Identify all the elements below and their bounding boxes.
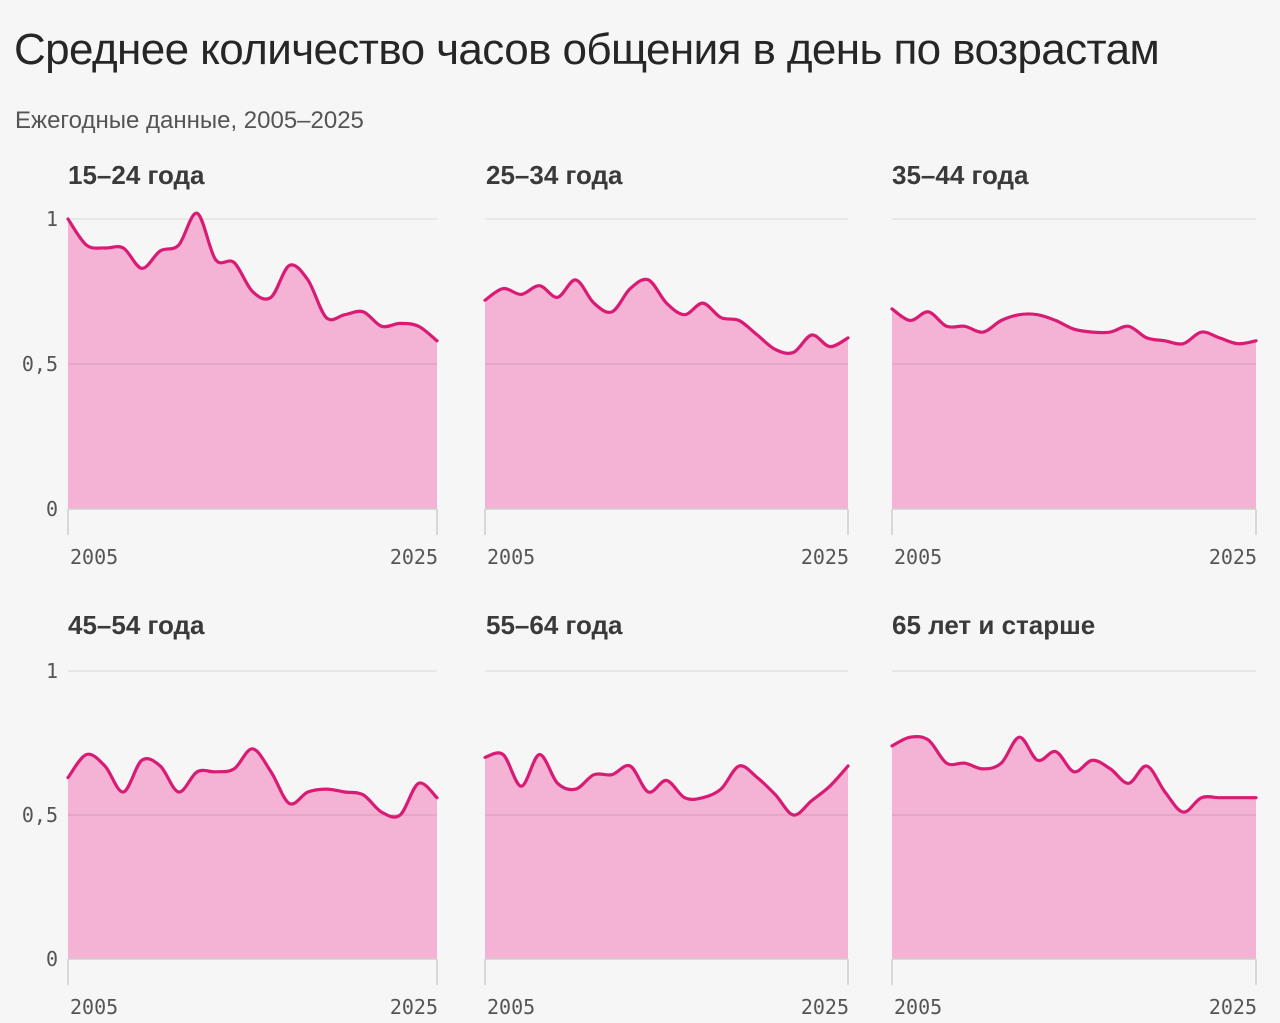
chart-subtitle: Ежегодные данные, 2005–2025 (15, 107, 364, 134)
x-tick-label-end-45-54: 2025 (390, 995, 438, 1019)
series-line-65-plus (890, 734, 1258, 814)
area-fill-35-44 (892, 308, 1256, 509)
x-tick-label-start-55-64: 2005 (487, 995, 535, 1019)
x-tick-label-start-45-54: 2005 (70, 995, 118, 1019)
series-line-55-64 (483, 751, 850, 817)
y-tick-label-mid-15-24: 0,5 (22, 352, 58, 376)
x-tick-label-end-55-64: 2025 (801, 995, 849, 1019)
x-tick-label-start-25-34: 2005 (487, 545, 535, 569)
series-line-15-24 (66, 211, 439, 343)
x-tick-label-start-15-24: 2005 (70, 545, 118, 569)
x-tick-label-end-15-24: 2025 (390, 545, 438, 569)
y-tick-label-top-45-54: 1 (46, 659, 58, 683)
y-tick-label-bottom-45-54: 0 (46, 947, 58, 971)
panel-title-65-plus: 65 лет и старше (892, 610, 1096, 640)
panel-title-35-44: 35–44 года (892, 160, 1029, 190)
y-tick-label-top-15-24: 1 (46, 207, 58, 231)
x-tick-label-end-35-44: 2025 (1209, 545, 1257, 569)
area-fill-25-34 (485, 279, 848, 509)
panel-title-45-54: 45–54 года (68, 610, 205, 640)
area-fill-55-64 (485, 752, 848, 959)
panel-title-15-24: 15–24 года (68, 160, 205, 190)
area-fill-45-54 (68, 748, 437, 959)
y-tick-label-bottom-15-24: 0 (46, 497, 58, 521)
series-line-25-34 (483, 277, 850, 355)
panel-title-55-64: 55–64 года (486, 610, 623, 640)
x-tick-label-end-65-plus: 2025 (1209, 995, 1257, 1019)
series-line-35-44 (890, 307, 1258, 346)
y-tick-label-mid-45-54: 0,5 (22, 803, 58, 827)
series-line-45-54 (66, 747, 439, 819)
area-fill-15-24 (68, 213, 437, 509)
area-fill-65-plus (892, 736, 1256, 959)
x-tick-label-start-65-plus: 2005 (894, 995, 942, 1019)
x-tick-label-start-35-44: 2005 (894, 545, 942, 569)
chart-title: Среднее количество часов общения в день … (14, 25, 1160, 74)
x-tick-label-end-25-34: 2025 (801, 545, 849, 569)
panel-title-25-34: 25–34 года (486, 160, 623, 190)
